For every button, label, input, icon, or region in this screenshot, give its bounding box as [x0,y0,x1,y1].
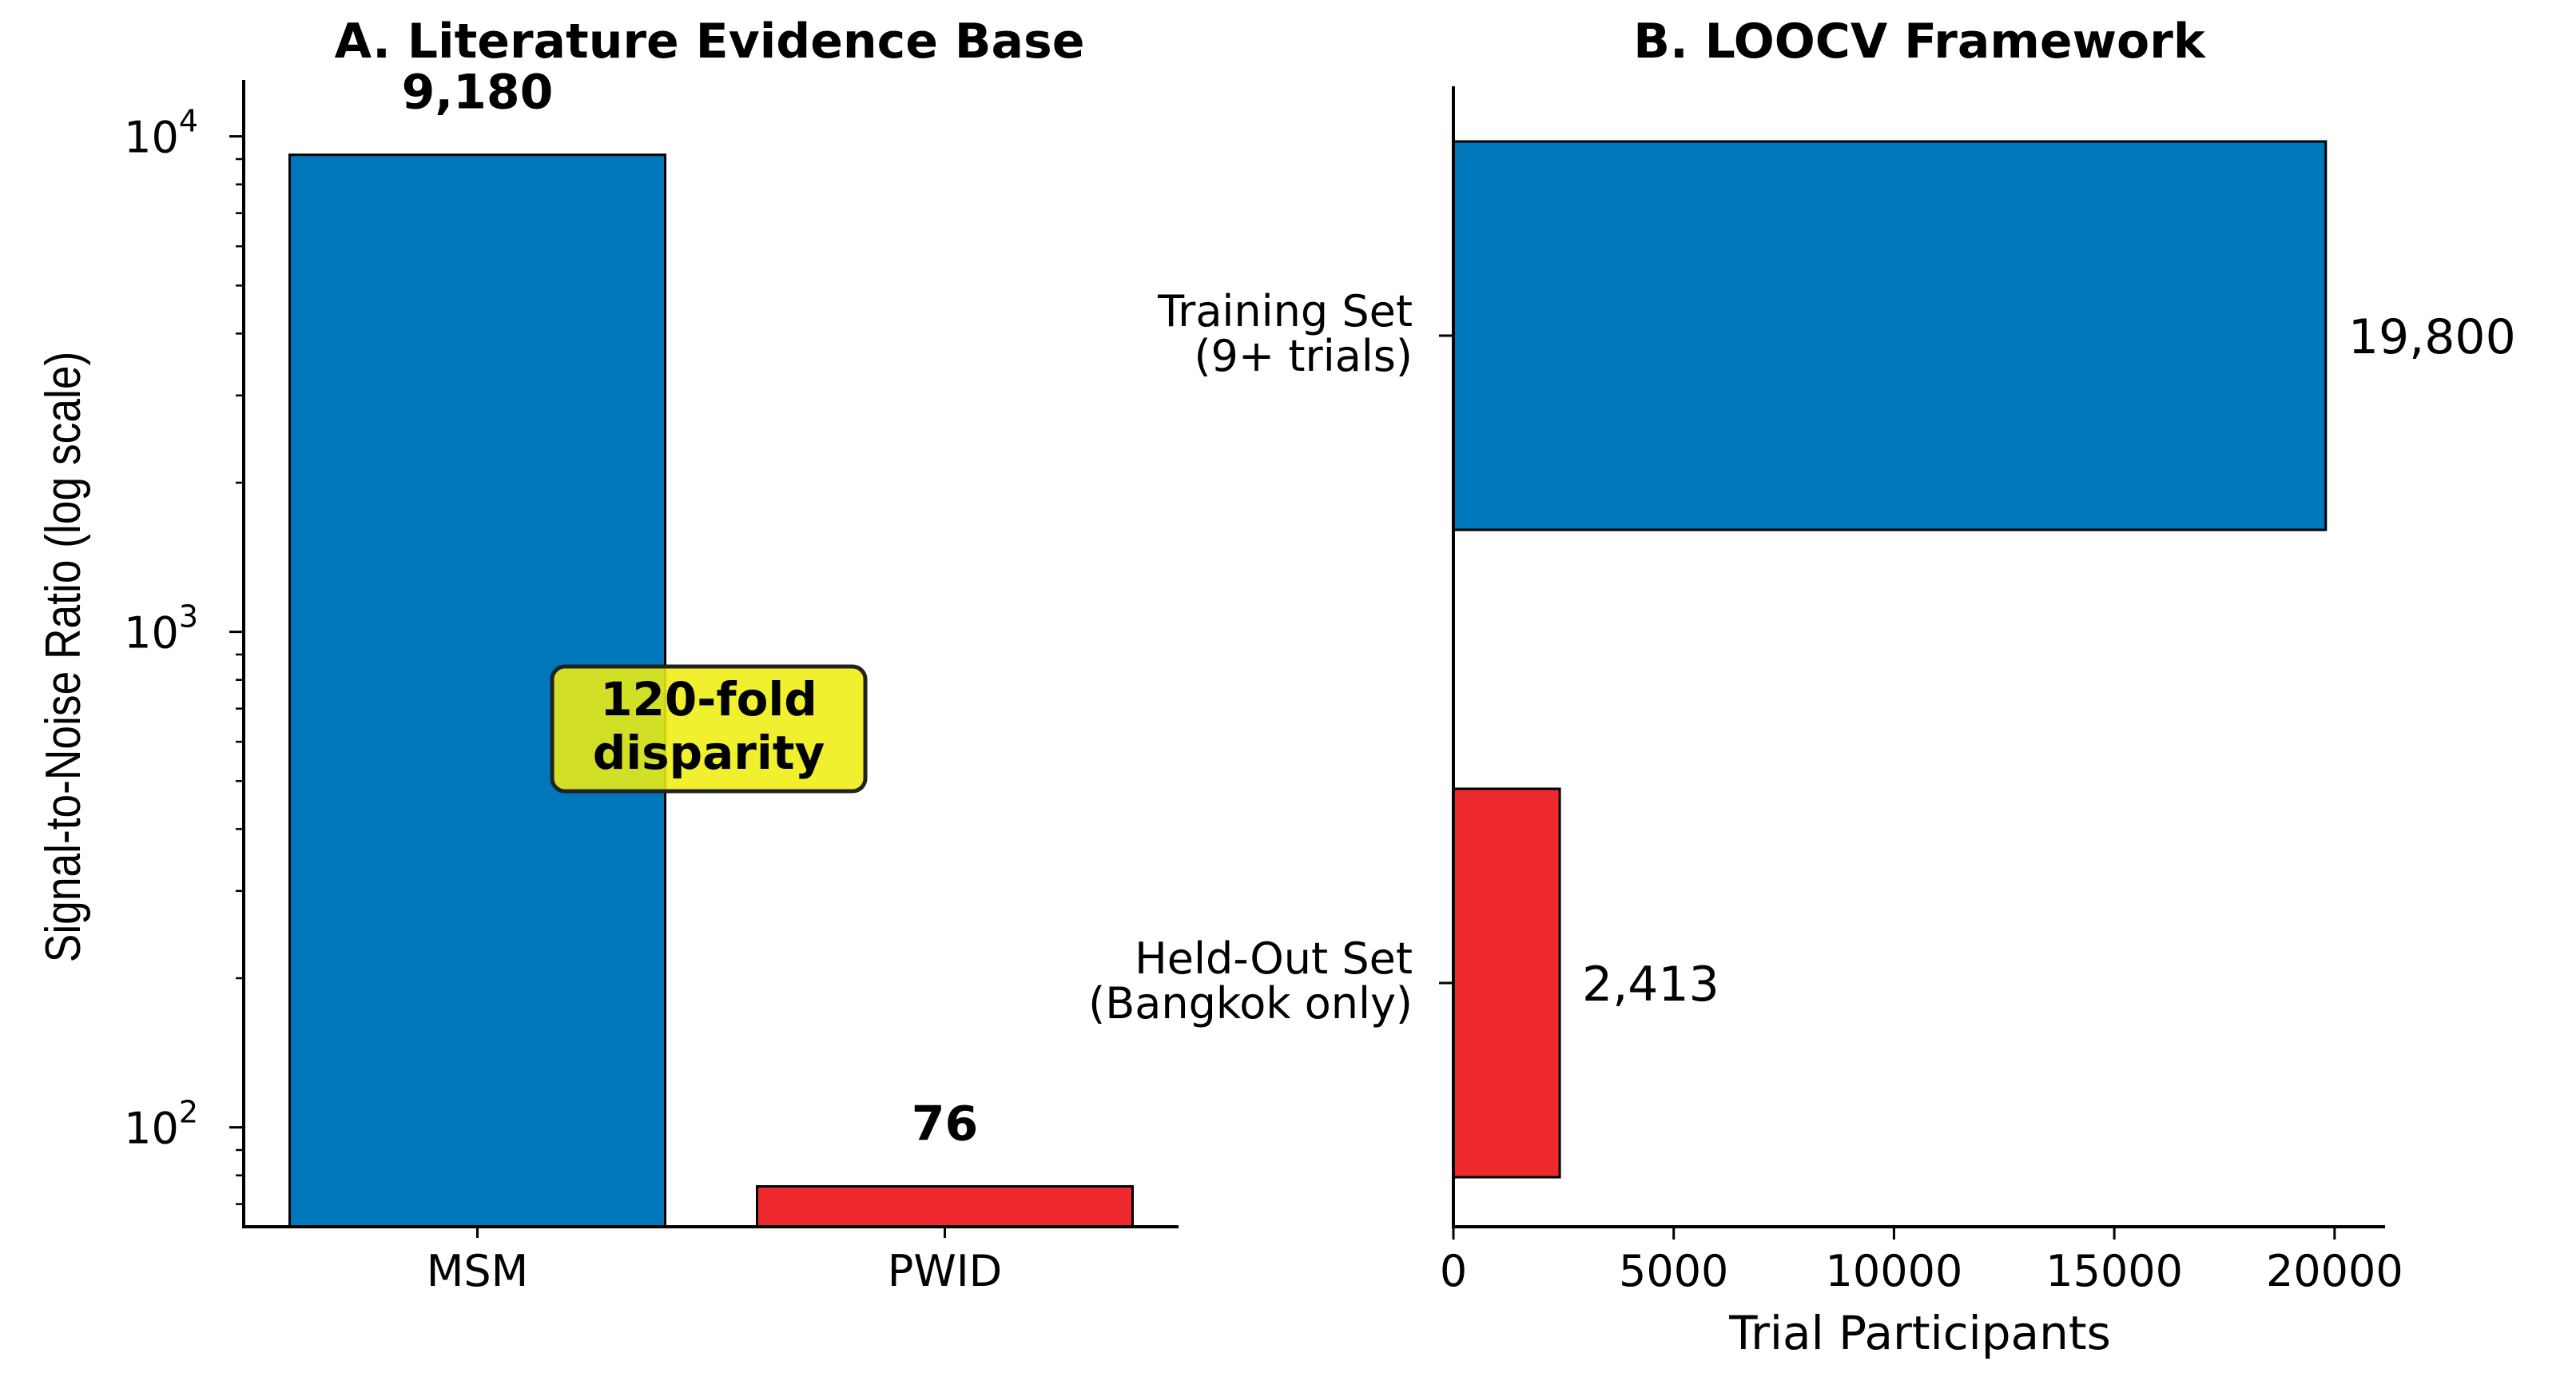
panel-a: A. Literature Evidence Base Signal-to-No… [36,14,1179,1296]
y-tick-label: 103 [124,599,198,659]
y-tick-base: 10 [124,1104,179,1154]
value-label-msm: 9,180 [402,65,554,121]
y-tick-label-training-line2: (9+ trials) [1194,331,1413,381]
y-tick-exponent: 2 [179,1095,198,1130]
annotation-line-2: disparity [593,726,825,780]
y-tick-label: 102 [124,1095,198,1154]
panel-a-ylabel: Signal-to-Noise Ratio (log scale) [36,352,91,962]
panel-a-title: A. Literature Evidence Base [335,14,1085,70]
x-tick-label: 20000 [2266,1246,2403,1296]
y-tick-exponent: 4 [179,104,198,139]
x-tick-label: 5000 [1619,1246,1728,1296]
bar-pwid [756,1184,1134,1228]
annotation-line-1: 120-fold [600,672,817,726]
panel-b-xlabel: Trial Participants [1728,1306,2111,1360]
x-tick-label: 0 [1440,1246,1467,1296]
value-label-pwid: 76 [912,1096,979,1152]
disparity-annotation: 120-fold disparity [550,664,868,794]
annotation-box [550,664,868,794]
panel-b-title: B. LOOCV Framework [1633,14,2207,70]
value-label-training: 19,800 [2348,309,2516,365]
x-tick-label-pwid: PWID [888,1246,1002,1296]
y-tick-base: 10 [124,113,179,163]
bar-held-out [1452,787,1561,1179]
panel-b: B. LOOCV Framework Trial Participants 0 5… [1088,14,2516,1360]
y-tick-label: 104 [124,104,198,163]
value-label-held-out: 2,413 [1582,957,1719,1013]
y-tick-label-training-line1: Training Set [1157,286,1413,336]
x-tick-label-msm: MSM [427,1246,528,1296]
y-tick-label-held-out-line1: Held-Out Set [1135,933,1413,984]
y-tick-exponent: 3 [179,599,198,635]
x-tick-label: 10000 [1826,1246,1963,1296]
y-tick-base: 10 [124,608,179,659]
x-tick-label: 15000 [2045,1246,2183,1296]
bar-training [1452,140,2328,531]
y-tick-label-held-out-line2: (Bangkok only) [1088,978,1413,1029]
